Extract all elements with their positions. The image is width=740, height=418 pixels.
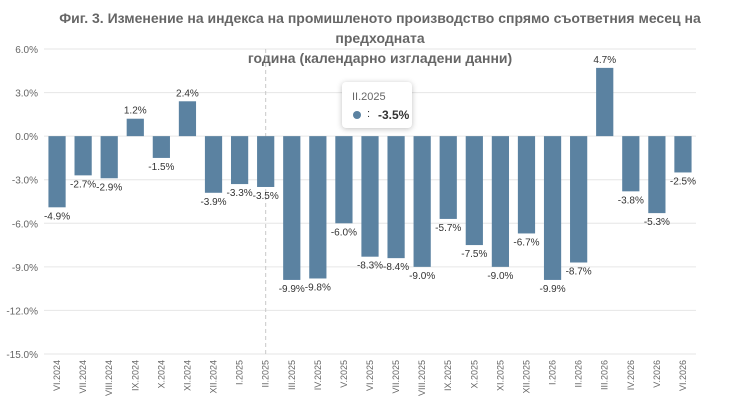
y-tick-label: -3.0% — [12, 176, 38, 187]
bar — [622, 136, 640, 192]
x-tick-label: IX.2025 — [443, 360, 453, 391]
bar — [204, 136, 223, 193]
bar — [543, 136, 562, 280]
chart-title-line-1: Фиг. 3. Изменение на индекса на промишле… — [59, 10, 701, 46]
data-label: -1.5% — [148, 162, 174, 173]
data-label: -8.7% — [566, 267, 592, 278]
tooltip-category: II.2025 — [352, 91, 386, 103]
x-tick-label: XII.2024 — [209, 360, 219, 394]
y-tick-label: 0.0% — [15, 132, 38, 143]
x-tick-label: IX.2024 — [130, 360, 140, 391]
x-tick-label: IV.2025 — [313, 360, 323, 390]
data-label: -9.8% — [305, 282, 331, 293]
bar — [309, 136, 327, 279]
data-label: -9.9% — [539, 284, 565, 295]
y-tick-label: -6.0% — [12, 219, 38, 230]
data-label: -6.7% — [513, 237, 539, 248]
bars-layer — [48, 67, 692, 280]
x-tick-label: VI.2026 — [678, 360, 688, 391]
bar — [465, 136, 483, 246]
y-axis-layer: 6.0% 3.0% 0.0% -3.0% -6.0% -9.0% -12.0% -15.0% — [6, 45, 38, 361]
y-tick-label: 3.0% — [15, 89, 38, 100]
bar — [257, 136, 275, 187]
tooltip-separator: : — [367, 108, 371, 120]
bar — [596, 67, 614, 137]
x-tick-label: VIII.2024 — [104, 360, 114, 396]
bar — [413, 136, 431, 267]
x-tick-label: VII.2024 — [78, 360, 88, 394]
x-tick-label: V.2026 — [652, 360, 662, 388]
bar — [230, 136, 249, 185]
bar — [335, 136, 353, 224]
data-label: -6.0% — [331, 227, 357, 238]
data-label: 4.7% — [593, 55, 616, 66]
data-label: -2.5% — [670, 176, 696, 187]
y-tick-label: -12.0% — [6, 306, 38, 317]
bar — [152, 136, 170, 158]
data-label: -8.4% — [383, 262, 409, 273]
chart-title: Фиг. 3. Изменение на индекса на промишле… — [40, 8, 720, 68]
y-tick-label: 6.0% — [15, 45, 38, 56]
data-label: -3.9% — [200, 197, 226, 208]
x-tick-label: VI.2024 — [52, 360, 62, 391]
bar — [517, 136, 536, 234]
bar — [361, 136, 379, 257]
tooltip-value: -3.5% — [378, 108, 410, 122]
x-tick-label: III.2026 — [600, 360, 610, 390]
data-label: -2.7% — [70, 179, 96, 190]
x-tick-label: VII.2025 — [391, 360, 401, 394]
bar — [74, 136, 92, 176]
data-label: -5.3% — [644, 217, 670, 228]
data-label: -5.7% — [435, 223, 461, 234]
bar — [387, 136, 405, 259]
x-tick-label: X.2024 — [156, 360, 166, 389]
data-label: -2.9% — [96, 182, 122, 193]
data-label: -9.9% — [279, 284, 305, 295]
data-label: -3.8% — [618, 195, 644, 206]
data-label: 2.4% — [176, 88, 199, 99]
x-tick-label: I.2025 — [235, 360, 245, 385]
data-label: -9.0% — [487, 271, 513, 282]
x-tick-label: XII.2025 — [521, 360, 531, 394]
data-label: -9.0% — [409, 271, 435, 282]
x-tick-label: IV.2026 — [626, 360, 636, 390]
bar — [178, 101, 197, 137]
x-tick-label: II.2026 — [574, 360, 584, 388]
x-tick-label: X.2025 — [469, 360, 479, 389]
bar — [48, 136, 66, 208]
x-tick-label: V.2025 — [339, 360, 349, 388]
bar — [439, 136, 457, 219]
y-tick-label: -15.0% — [6, 350, 38, 361]
data-label: -7.5% — [461, 249, 487, 260]
x-tick-label: XI.2024 — [182, 360, 192, 391]
hover-tooltip: II.2025 : -3.5% — [342, 82, 412, 128]
x-axis-layer: VI.2024 VII.2024 VIII.2024 IX.2024 X.2024 XI.… — [52, 360, 688, 396]
x-tick-label: I.2026 — [548, 360, 558, 385]
data-labels-layer: -4.9%-2.7% -2.9%1.2%-1.5%2.4%-3.9%-3.3% -3… — [44, 55, 696, 295]
bar — [674, 136, 692, 173]
x-tick-label: XI.2025 — [495, 360, 505, 391]
bar — [491, 136, 510, 267]
y-tick-label: -9.0% — [12, 263, 38, 274]
chart-title-line-2: година (календарно изгладени данни) — [247, 50, 513, 66]
bar — [648, 136, 666, 214]
tooltip-series-dot-icon — [353, 111, 361, 119]
x-tick-label: III.2025 — [287, 360, 297, 390]
data-label: -3.5% — [253, 191, 279, 202]
data-label: -4.9% — [44, 211, 70, 222]
x-tick-label: VIII.2025 — [417, 360, 427, 396]
data-label: -8.3% — [357, 261, 383, 272]
data-label: -3.3% — [227, 188, 253, 199]
x-tick-label: II.2025 — [261, 360, 271, 388]
bar — [283, 136, 301, 280]
bar — [126, 118, 144, 137]
data-label: 1.2% — [124, 106, 147, 117]
bar — [100, 136, 118, 179]
bar — [570, 136, 588, 263]
x-tick-label: VI.2025 — [365, 360, 375, 391]
